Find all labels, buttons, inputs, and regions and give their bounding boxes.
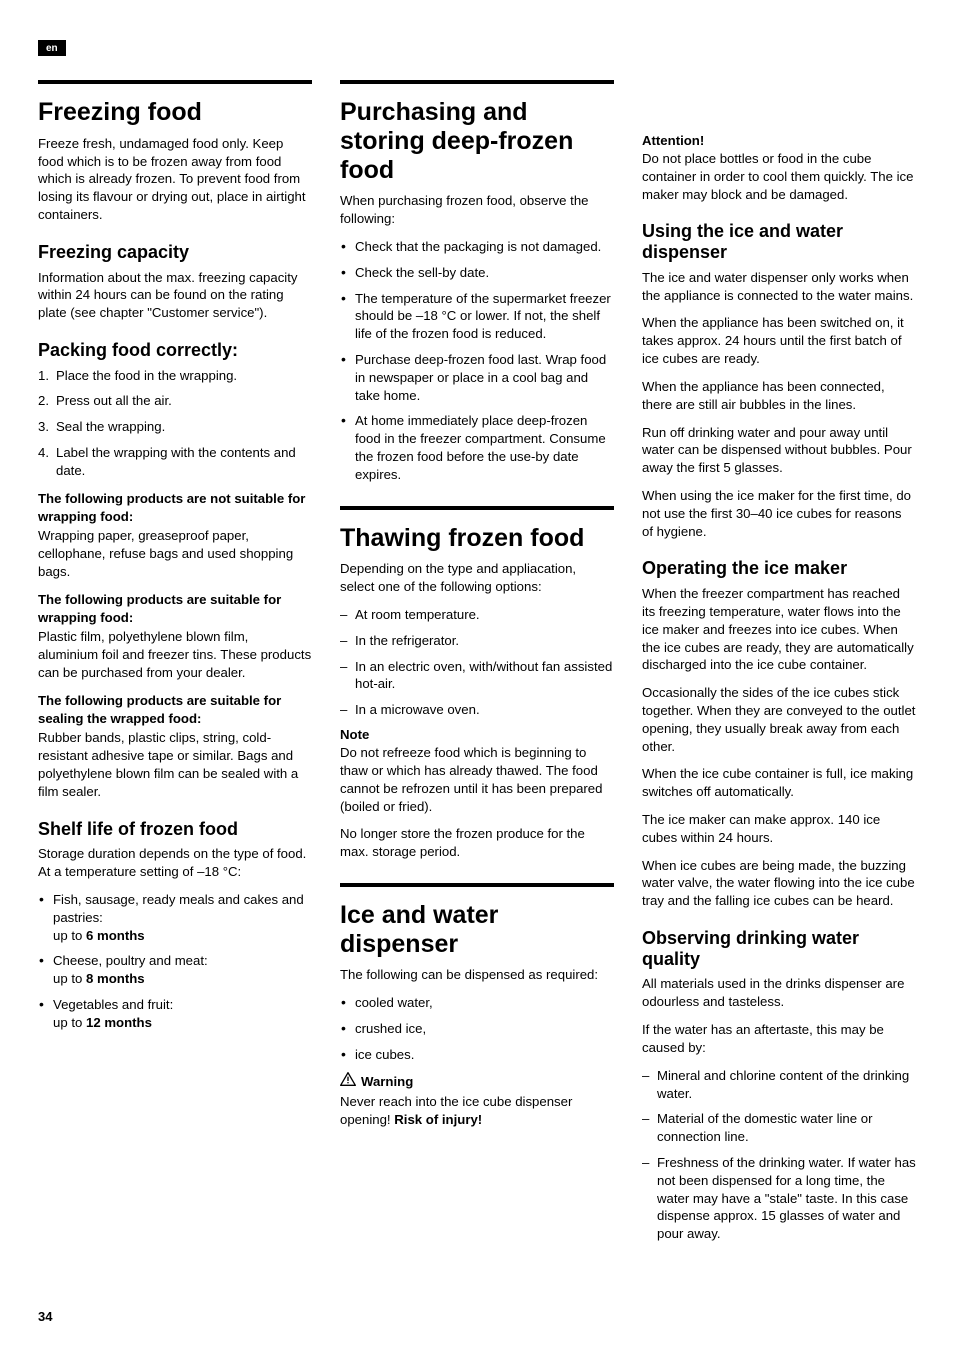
para: Do not place bottles or food in the cube… bbox=[642, 150, 916, 203]
para: Plastic film, polyethylene blown film, a… bbox=[38, 628, 312, 681]
dash-list-quality: Mineral and chlorine content of the drin… bbox=[642, 1067, 916, 1243]
para: Storage duration depends on the type of … bbox=[38, 845, 312, 881]
para: Wrapping paper, greaseproof paper, cello… bbox=[38, 527, 312, 580]
para: No longer store the frozen produce for t… bbox=[340, 825, 614, 861]
para: The following can be dispensed as requir… bbox=[340, 966, 614, 984]
list-item: Freshness of the drinking water. If wate… bbox=[642, 1154, 916, 1243]
page-columns: Freezing food Freeze fresh, undamaged fo… bbox=[38, 80, 916, 1251]
bullet-list-dispense: cooled water, crushed ice, ice cubes. bbox=[340, 994, 614, 1063]
list-item: In the refrigerator. bbox=[340, 632, 614, 650]
column-1: Freezing food Freeze fresh, undamaged fo… bbox=[38, 80, 312, 1251]
section-rule bbox=[340, 506, 614, 510]
section-freezing-food: Freezing food Freeze fresh, undamaged fo… bbox=[38, 80, 312, 1032]
list-item: Mineral and chlorine content of the drin… bbox=[642, 1067, 916, 1103]
dash-list-thawing: At room temperature. In the refrigerator… bbox=[340, 606, 614, 719]
ordered-list-packing: 1.Place the food in the wrapping. 2.Pres… bbox=[38, 367, 312, 480]
para: Never reach into the ice cube dispenser … bbox=[340, 1093, 614, 1129]
list-item: Vegetables and fruit: up to 12 months bbox=[38, 996, 312, 1032]
para: When purchasing frozen food, observe the… bbox=[340, 192, 614, 228]
para: When the ice cube container is full, ice… bbox=[642, 765, 916, 801]
h2-shelf-life: Shelf life of frozen food bbox=[38, 819, 312, 840]
list-item: cooled water, bbox=[340, 994, 614, 1012]
para: The ice maker can make approx. 140 ice c… bbox=[642, 811, 916, 847]
h1-dispenser: Ice and water dispenser bbox=[340, 901, 614, 959]
para: Depending on the type and appliacation, … bbox=[340, 560, 614, 596]
para: When using the ice maker for the first t… bbox=[642, 487, 916, 540]
para: When the appliance has been switched on,… bbox=[642, 314, 916, 367]
section-rule bbox=[340, 883, 614, 887]
h2-freezing-capacity: Freezing capacity bbox=[38, 242, 312, 263]
warning-row: Warning bbox=[340, 1072, 614, 1091]
h1-thawing: Thawing frozen food bbox=[340, 524, 614, 553]
list-item: Material of the domestic water line or c… bbox=[642, 1110, 916, 1146]
section-thawing: Thawing frozen food Depending on the typ… bbox=[340, 506, 614, 861]
list-item: In a microwave oven. bbox=[340, 701, 614, 719]
column-3: Attention! Do not place bottles or food … bbox=[642, 80, 916, 1251]
list-item: Check that the packaging is not damaged. bbox=[340, 238, 614, 256]
bold-para: The following products are not suitable … bbox=[38, 490, 312, 526]
warning-icon bbox=[340, 1072, 356, 1091]
list-item: At home immediately place deep-frozen fo… bbox=[340, 412, 614, 483]
h2-packing-food: Packing food correctly: bbox=[38, 340, 312, 361]
list-item: crushed ice, bbox=[340, 1020, 614, 1038]
para: If the water has an aftertaste, this may… bbox=[642, 1021, 916, 1057]
para: The ice and water dispenser only works w… bbox=[642, 269, 916, 305]
para: Run off drinking water and pour away unt… bbox=[642, 424, 916, 477]
list-item: At room temperature. bbox=[340, 606, 614, 624]
section-dispenser: Ice and water dispenser The following ca… bbox=[340, 883, 614, 1128]
h2-water-quality: Observing drinking water quality bbox=[642, 928, 916, 969]
para: All materials used in the drinks dispens… bbox=[642, 975, 916, 1011]
bold-para: The following products are suitable for … bbox=[38, 591, 312, 627]
language-tag: en bbox=[38, 40, 66, 56]
bullet-list-purchasing: Check that the packaging is not damaged.… bbox=[340, 238, 614, 484]
warning-label: Warning bbox=[361, 1074, 413, 1089]
list-item: ice cubes. bbox=[340, 1046, 614, 1064]
list-item: Check the sell-by date. bbox=[340, 264, 614, 282]
section-rule bbox=[38, 80, 312, 84]
para: Rubber bands, plastic clips, string, col… bbox=[38, 729, 312, 800]
section-purchasing: Purchasing and storing deep-frozen food … bbox=[340, 80, 614, 484]
h1-freezing-food: Freezing food bbox=[38, 98, 312, 127]
column-2: Purchasing and storing deep-frozen food … bbox=[340, 80, 614, 1251]
list-item: 4.Label the wrapping with the contents a… bbox=[38, 444, 312, 480]
h2-using-dispenser: Using the ice and water dispenser bbox=[642, 221, 916, 262]
page-number: 34 bbox=[38, 1309, 52, 1324]
list-item: Purchase deep-frozen food last. Wrap foo… bbox=[340, 351, 614, 404]
list-item: Fish, sausage, ready meals and cakes and… bbox=[38, 891, 312, 944]
section-rule bbox=[340, 80, 614, 84]
list-item: 3.Seal the wrapping. bbox=[38, 418, 312, 436]
bold-para: The following products are suitable for … bbox=[38, 692, 312, 728]
para: When the freezer compartment has reached… bbox=[642, 585, 916, 674]
list-item: 1.Place the food in the wrapping. bbox=[38, 367, 312, 385]
para: Do not refreeze food which is beginning … bbox=[340, 744, 614, 815]
attention-heading: Attention! bbox=[642, 133, 916, 148]
para: When the appliance has been connected, t… bbox=[642, 378, 916, 414]
list-item: 2.Press out all the air. bbox=[38, 392, 312, 410]
para: Freeze fresh, undamaged food only. Keep … bbox=[38, 135, 312, 224]
list-item: In an electric oven, with/without fan as… bbox=[340, 658, 614, 694]
para: Occasionally the sides of the ice cubes … bbox=[642, 684, 916, 755]
h1-purchasing: Purchasing and storing deep-frozen food bbox=[340, 98, 614, 184]
bullet-list-shelf: Fish, sausage, ready meals and cakes and… bbox=[38, 891, 312, 1032]
note-heading: Note bbox=[340, 727, 614, 742]
para: Information about the max. freezing capa… bbox=[38, 269, 312, 322]
list-item: Cheese, poultry and meat: up to 8 months bbox=[38, 952, 312, 988]
list-item: The temperature of the supermarket freez… bbox=[340, 290, 614, 343]
para: When ice cubes are being made, the buzzi… bbox=[642, 857, 916, 910]
h2-operating-ice-maker: Operating the ice maker bbox=[642, 558, 916, 579]
